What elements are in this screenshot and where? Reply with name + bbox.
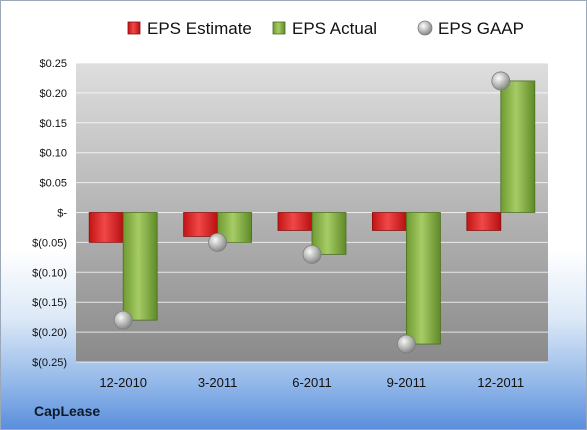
x-tick-label: 12-2010 [99,375,147,390]
eps-actual-bar [405,212,441,345]
x-tick-label: 9-2011 [387,375,427,390]
gaap-markers [113,71,511,354]
y-axis-ticks: $0.25 $0.20 $0.15 $0.10 $0.05 $- $(0.05) $(0.10… [32,58,67,369]
eps-estimate-legend-swatch [127,21,141,35]
eps-gaap-marker [302,244,322,264]
eps-estimate-bar [88,212,124,243]
eps-actual-legend-swatch [272,21,286,35]
eps-actual-bar [500,80,536,213]
eps-estimate-bar [371,212,407,231]
eps-actual-bar [122,212,158,321]
eps-gaap-marker [396,334,416,354]
eps-gaap-marker [208,232,228,252]
legend-label: EPS GAAP [438,19,524,38]
y-tick-label: $0.10 [39,148,67,160]
y-tick-label: $(0.10) [32,267,67,279]
x-tick-label: 12-2011 [477,375,524,390]
y-tick-label: $0.25 [39,58,67,70]
y-tick-label: $0.20 [39,88,67,100]
eps-estimate-bar [277,212,313,231]
eps-gaap-legend-swatch [417,20,433,36]
eps-estimate-bar [183,212,219,237]
y-tick-label: $- [57,208,67,220]
bars [88,80,536,345]
eps-gaap-marker [491,71,511,91]
y-tick-label: $(0.20) [32,327,67,339]
x-axis-ticks: 12-2010 3-2011 6-2011 9-2011 12-2011 [99,375,524,390]
legend-label: EPS Estimate [147,19,252,38]
legend: EPS Estimate EPS Actual EPS GAAP [127,19,524,38]
y-tick-label: $0.15 [39,118,67,130]
eps-estimate-bar [466,212,502,231]
x-tick-label: 3-2011 [198,375,238,390]
y-tick-label: $(0.25) [32,357,67,369]
y-tick-label: $0.05 [39,178,67,190]
x-tick-label: 6-2011 [292,375,332,390]
y-tick-label: $(0.15) [32,297,67,309]
eps-gaap-marker [113,310,133,330]
legend-label: EPS Actual [292,19,377,38]
y-tick-label: $(0.05) [32,237,67,249]
company-name: CapLease [34,403,101,419]
